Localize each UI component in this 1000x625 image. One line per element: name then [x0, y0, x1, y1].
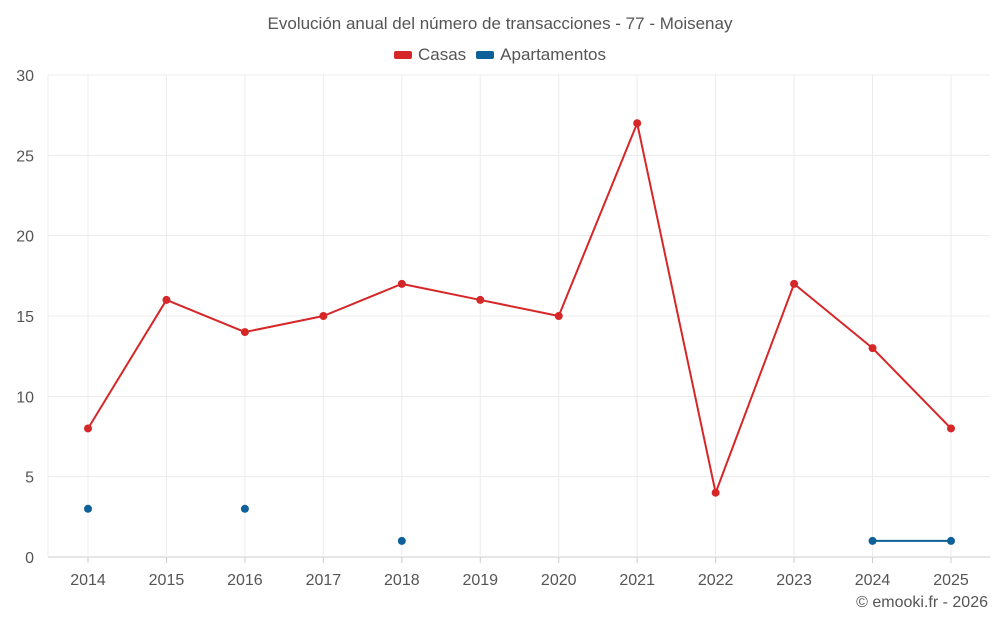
data-point-casas: [84, 424, 92, 433]
y-tick-label: 5: [25, 470, 34, 487]
data-point-apartamentos: [397, 536, 406, 545]
x-tick-label: 2025: [933, 572, 969, 589]
x-tick-label: 2022: [698, 572, 734, 589]
data-point-casas: [947, 424, 955, 433]
data-point-apartamentos: [240, 504, 249, 513]
y-tick-label: 30: [16, 68, 34, 85]
x-tick-label: 2023: [776, 572, 812, 589]
data-point-apartamentos: [947, 536, 955, 545]
x-tick-label: 2016: [227, 572, 263, 589]
x-tick-label: 2017: [306, 572, 342, 589]
y-tick-label: 0: [25, 550, 34, 567]
x-tick-label: 2024: [855, 572, 891, 589]
legend-swatch-casas: [393, 51, 412, 59]
x-tick-label: 2015: [149, 572, 185, 589]
data-point-casas: [633, 119, 642, 128]
data-point-casas: [476, 295, 485, 304]
legend: Casas Apartamentos: [0, 45, 1000, 65]
data-point-apartamentos: [868, 536, 877, 545]
series-line-casas: [87, 122, 952, 494]
chart-title: Evolución anual del número de transaccio…: [267, 14, 733, 33]
data-point-casas: [162, 295, 171, 304]
x-tick-label: 2018: [384, 572, 420, 589]
data-point-casas: [554, 312, 563, 320]
data-point-casas: [790, 279, 799, 288]
copyright-credit: © emooki.fr - 2026: [856, 594, 988, 611]
legend-item-casas[interactable]: Casas: [393, 45, 467, 65]
data-point-apartamentos: [84, 504, 92, 513]
y-tick-label: 20: [16, 229, 34, 246]
data-point-casas: [397, 279, 406, 288]
data-point-casas: [319, 312, 328, 320]
x-tick-label: 2019: [462, 572, 498, 589]
data-point-casas: [240, 328, 249, 337]
y-tick-label: 15: [16, 309, 34, 326]
legend-label-apartamentos: Apartamentos: [500, 45, 607, 64]
data-point-casas: [868, 344, 877, 353]
y-tick-label: 10: [16, 389, 34, 406]
legend-label-casas: Casas: [417, 45, 467, 64]
x-tick-label: 2021: [619, 572, 655, 589]
x-tick-label: 2020: [541, 572, 577, 589]
legend-item-apartamentos[interactable]: Apartamentos: [476, 45, 606, 65]
legend-swatch-apartamentos: [476, 51, 495, 59]
y-tick-label: 25: [16, 148, 34, 165]
x-tick-label: 2014: [70, 572, 106, 589]
data-point-casas: [711, 488, 720, 497]
